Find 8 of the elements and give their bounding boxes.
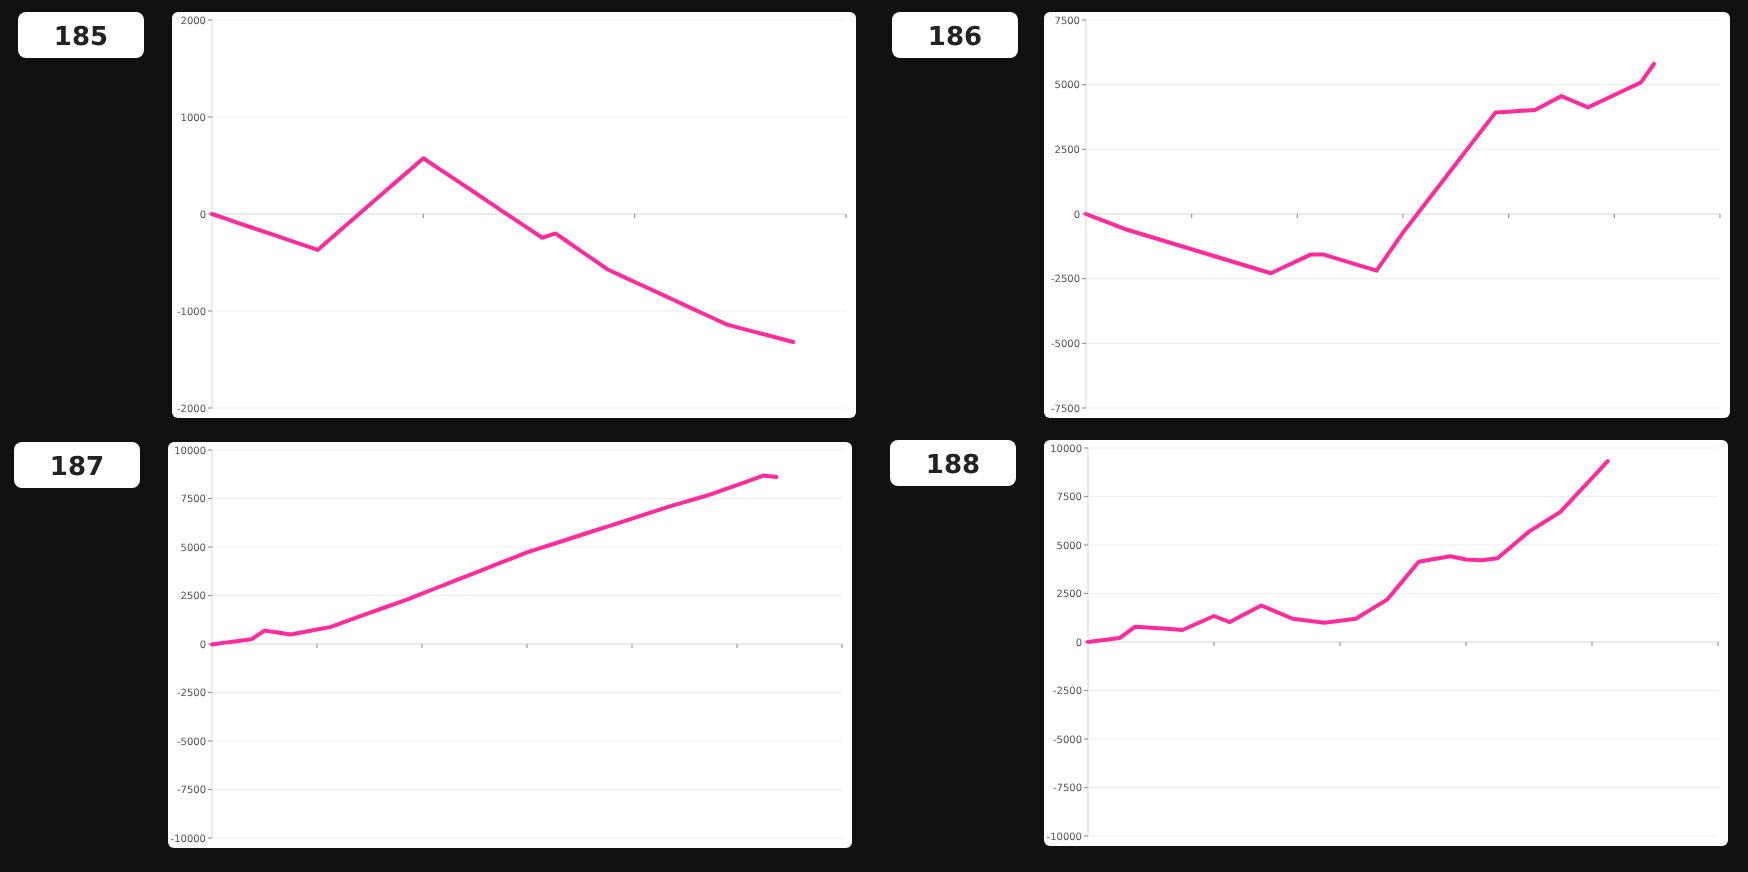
chart-title: 188 — [925, 451, 981, 481]
line-series — [210, 473, 779, 647]
line-series — [1086, 459, 1610, 644]
line-series — [1084, 61, 1656, 276]
line-series — [210, 156, 796, 345]
chart-title: 186 — [927, 23, 983, 53]
chart-title: 187 — [49, 453, 105, 483]
chart-title: 185 — [53, 23, 109, 53]
